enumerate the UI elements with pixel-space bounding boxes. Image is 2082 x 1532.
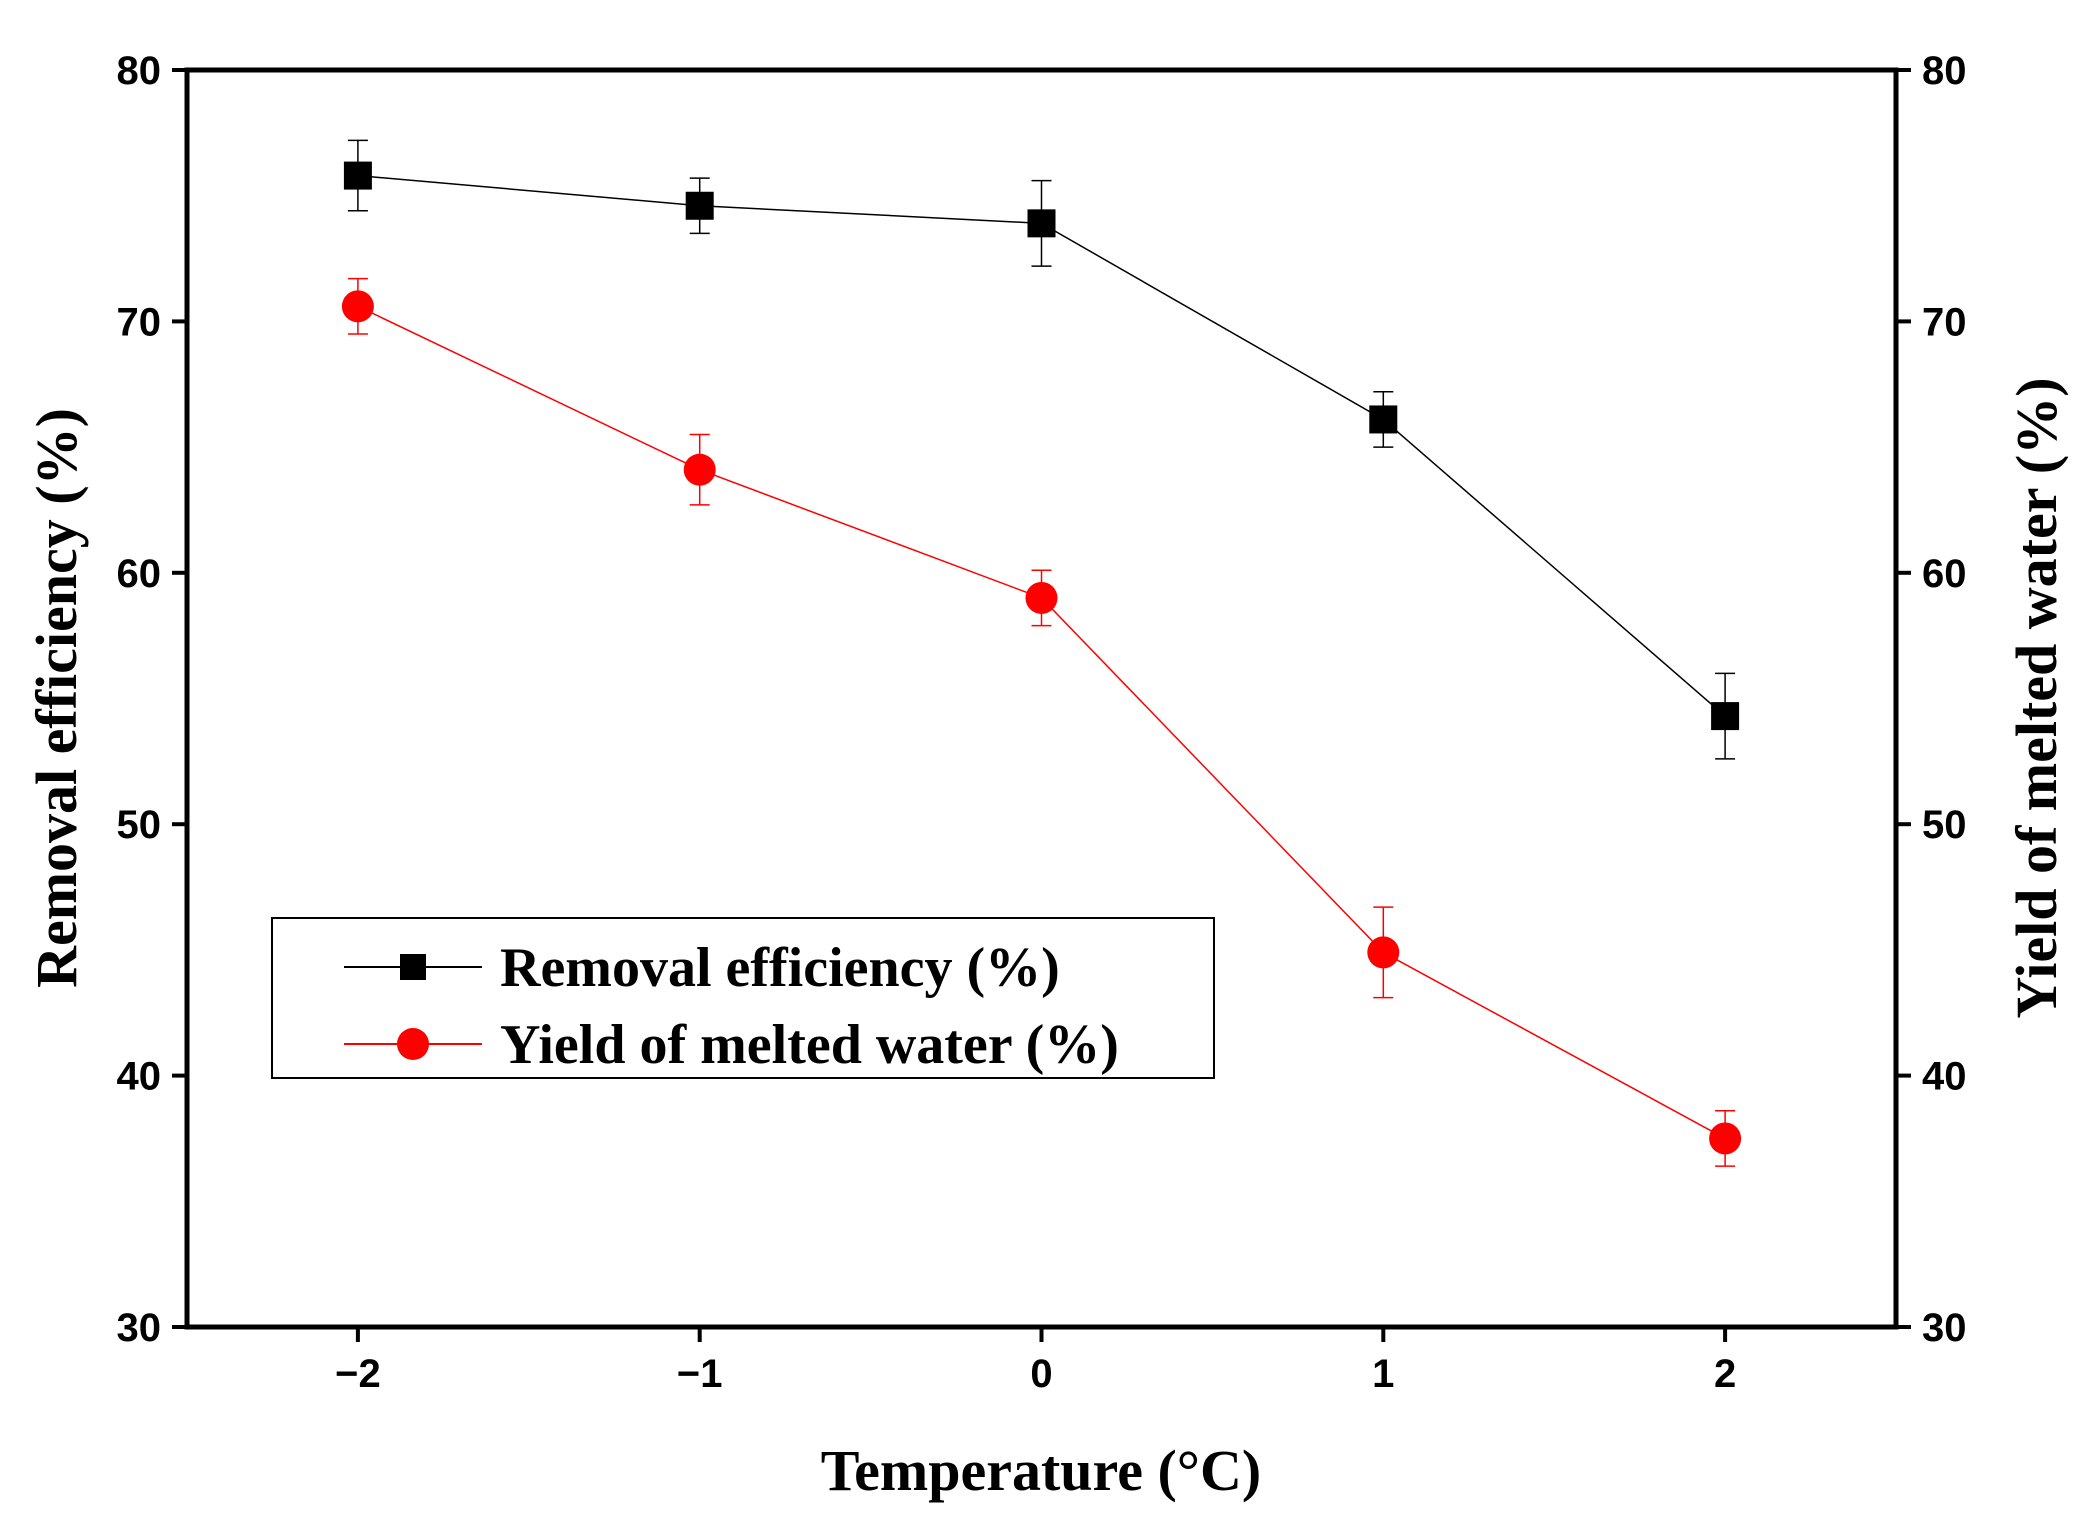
data-point-removal (343, 161, 372, 190)
data-point-yield (683, 453, 716, 486)
legend: Removal efficiency (%) Yield of melted w… (271, 917, 1215, 1079)
right-y-tick-label: 30 (1922, 1306, 1967, 1350)
data-point-removal (685, 191, 714, 220)
legend-box (271, 917, 1215, 1079)
legend-marker-removal (400, 954, 426, 980)
left-y-tick-label: 50 (117, 803, 162, 847)
right-y-tick-label: 40 (1922, 1055, 1967, 1099)
ticks-layer: −2 −1 0 1 2 30 30 40 40 50 50 60 60 70 70 80 80 (117, 49, 1967, 1396)
x-tick-label: 0 (1030, 1352, 1052, 1396)
right-y-tick-label: 70 (1922, 300, 1967, 344)
legend-label-yield: Yield of melted water (%) (500, 1014, 1119, 1076)
series-removal (343, 139, 1740, 760)
data-point-yield (341, 290, 374, 323)
data-point-yield (1025, 581, 1058, 614)
series-yield (341, 277, 1742, 1167)
left-y-tick-label: 80 (117, 49, 162, 93)
data-point-removal (1711, 702, 1740, 731)
right-y-axis-title: Yield of melted water (%) (2004, 377, 2069, 1018)
right-y-tick-label: 60 (1922, 552, 1967, 596)
legend-label-removal: Removal efficiency (%) (500, 937, 1060, 999)
x-tick-label: −1 (677, 1352, 723, 1396)
x-tick-label: 2 (1714, 1352, 1736, 1396)
data-point-yield (1367, 936, 1400, 969)
left-y-tick-label: 70 (117, 300, 162, 344)
series-layer (341, 139, 1742, 1167)
left-y-tick-label: 40 (117, 1055, 162, 1099)
right-y-tick-label: 80 (1922, 49, 1967, 93)
plot-frame (184, 67, 1899, 1330)
left-y-tick-label: 30 (117, 1306, 162, 1350)
data-point-yield (1709, 1122, 1742, 1155)
left-y-tick-label: 60 (117, 552, 162, 596)
x-axis-title: Temperature (°C) (821, 1438, 1261, 1503)
x-tick-label: 1 (1372, 1352, 1394, 1396)
data-point-removal (1027, 209, 1056, 238)
data-point-removal (1369, 405, 1398, 434)
legend-marker-yield (397, 1028, 429, 1060)
right-y-tick-label: 50 (1922, 803, 1967, 847)
left-y-axis-title: Removal efficiency (%) (24, 408, 89, 988)
x-tick-label: −2 (335, 1352, 381, 1396)
